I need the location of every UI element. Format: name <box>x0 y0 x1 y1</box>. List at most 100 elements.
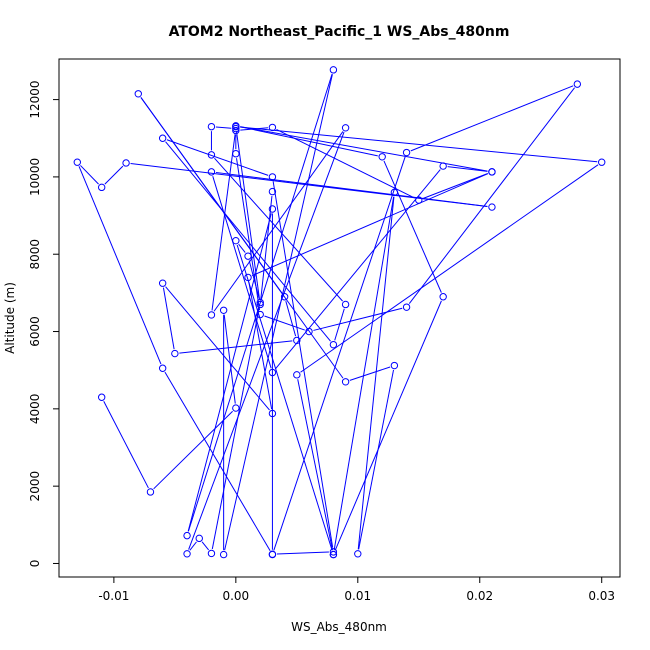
series-line-segment <box>80 165 99 185</box>
data-point <box>232 124 240 133</box>
x-tick-label: -0.01 <box>98 589 129 603</box>
series-line-segment <box>248 260 260 299</box>
data-point <box>73 158 81 166</box>
series-line-segment <box>188 131 345 550</box>
series-line-segment <box>130 163 488 208</box>
series-line-segment <box>240 126 598 163</box>
data-point <box>158 134 167 142</box>
y-axis: 0 2000 4000 6000 8000 10000 12000 <box>28 80 59 567</box>
data-point <box>378 153 386 161</box>
series-line-segment <box>103 401 149 489</box>
series-line-segment <box>333 196 395 551</box>
data-point <box>256 310 264 319</box>
data-point <box>244 252 252 260</box>
data-point <box>268 173 277 181</box>
data-point <box>341 300 350 309</box>
x-axis-label: WS_Abs_480nm <box>291 620 387 634</box>
series-line-segment <box>187 213 272 532</box>
series-line-segment <box>224 74 333 551</box>
data-point <box>183 531 191 540</box>
data-point <box>207 122 216 131</box>
data-point <box>341 124 350 132</box>
series-line-segment <box>162 287 175 350</box>
x-tick-label: 0.02 <box>466 589 493 603</box>
y-tick-label: 10000 <box>28 158 42 196</box>
series-line-segment <box>104 165 124 185</box>
series-line-segment <box>273 156 406 551</box>
series-line-segment <box>235 131 261 301</box>
y-tick-label: 6000 <box>28 316 42 347</box>
data-point <box>280 293 289 301</box>
data-point <box>341 378 350 386</box>
series-line-segment <box>165 286 270 411</box>
series-line-segment <box>187 73 333 532</box>
series-line-segment <box>447 166 488 172</box>
series-line-segment <box>264 315 305 331</box>
data-point <box>390 188 399 197</box>
series-line-segment <box>201 541 210 551</box>
data-point <box>415 196 423 204</box>
data-point <box>207 168 216 176</box>
series-line-segment <box>251 173 489 277</box>
series-line-segment <box>238 243 246 253</box>
y-tick-label: 12000 <box>28 80 42 118</box>
series-line-segment <box>408 87 575 304</box>
series-line-segment <box>300 164 599 373</box>
data-point <box>329 550 338 559</box>
data-point <box>268 123 277 132</box>
series-line-segment <box>240 126 488 172</box>
series-line-segment <box>297 379 333 551</box>
data-point <box>268 409 277 418</box>
data-point <box>183 550 191 558</box>
data-point <box>146 488 155 496</box>
series-line-segment <box>215 126 232 129</box>
data-point <box>329 340 338 349</box>
series-line-segment <box>357 196 395 550</box>
data-point <box>134 90 142 98</box>
data-point <box>573 80 582 88</box>
data-point <box>268 205 277 213</box>
series-line-segment <box>276 128 415 199</box>
data-point <box>268 550 277 559</box>
series-line-segment <box>285 300 297 337</box>
series-line-segment <box>211 306 260 550</box>
y-tick-label: 4000 <box>28 394 42 425</box>
series-line-segment <box>214 157 343 302</box>
data-point <box>268 187 277 196</box>
data-point <box>195 534 203 543</box>
data-point <box>293 336 301 345</box>
data-point <box>329 66 338 74</box>
data-point <box>232 150 240 158</box>
data-point <box>402 303 411 311</box>
series-line-segment <box>276 551 329 555</box>
data-point <box>598 158 606 166</box>
series-line-segment <box>236 244 333 551</box>
y-tick-label: 8000 <box>28 239 42 270</box>
y-tick-label: 2000 <box>28 471 42 502</box>
series-line-segment <box>334 300 442 551</box>
data-point <box>354 550 362 558</box>
data-point <box>232 404 240 412</box>
chart-title: ATOM2 Northeast_Pacific_1 WS_Abs_480nm <box>169 24 510 40</box>
x-tick-label: 0.03 <box>588 589 615 603</box>
series-line-segment <box>166 139 269 176</box>
data-point <box>256 298 264 307</box>
y-axis-label: Altitude (m) <box>3 282 17 354</box>
data-point <box>402 148 411 157</box>
series-line-segment <box>274 169 441 370</box>
data-point <box>219 306 228 314</box>
data-point <box>122 159 130 167</box>
series-line-segment <box>334 308 345 341</box>
y-tick-label: 0 <box>28 560 42 568</box>
data-point <box>97 183 106 192</box>
series-line-segment <box>164 371 271 551</box>
series-line-segment <box>78 166 162 365</box>
data-point <box>488 203 496 211</box>
data-point <box>329 548 338 556</box>
series-line-segment <box>240 126 378 157</box>
series-line-segment <box>383 160 442 293</box>
series-line-segment <box>153 410 233 490</box>
series-line-segment <box>165 141 331 342</box>
series-line-segment <box>236 158 261 311</box>
